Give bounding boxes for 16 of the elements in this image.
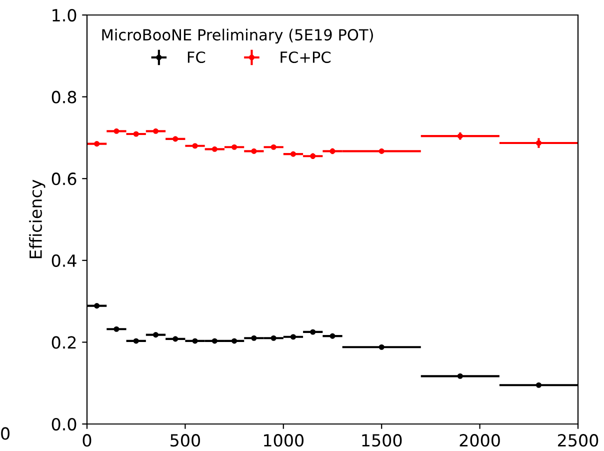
legend-label: FC+PC — [280, 51, 331, 63]
y-axis-title: Efficiency — [29, 180, 46, 258]
y-tick-label: 0.2 — [52, 336, 76, 349]
x-tick-label: 0 — [82, 434, 92, 447]
x-tick-label: 500 — [170, 434, 200, 447]
x-tick-label: 2000 — [460, 434, 500, 447]
x-tick-label: 1500 — [362, 434, 402, 447]
y-tick-label: 0.0 — [52, 418, 76, 431]
y-tick-label: 0.4 — [52, 254, 76, 267]
x-tick-label: 2500 — [558, 434, 598, 447]
y-tick-label: 0.8 — [52, 90, 76, 104]
y-tick-label: 1.0 — [52, 8, 76, 22]
legend-title: MicroBooNE Preliminary (5E19 POT) — [102, 28, 373, 44]
x-tick-label: 1000 — [264, 434, 304, 447]
legend-label: FC — [188, 51, 206, 63]
y-tick-label: 0.6 — [52, 172, 76, 186]
